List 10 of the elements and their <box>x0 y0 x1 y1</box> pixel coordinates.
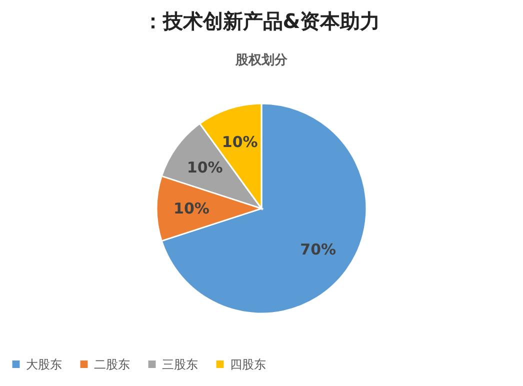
data-label: 70% <box>300 240 336 259</box>
data-label: 10% <box>186 158 223 176</box>
legend-label: 大股东 <box>26 357 62 372</box>
legend-label: 二股东 <box>94 357 130 372</box>
legend-label: 三股东 <box>162 357 198 372</box>
data-label: 10% <box>174 200 210 218</box>
chart-title: ：技术创新产品&资本助力 <box>142 9 380 33</box>
legend-label: 四股东 <box>230 357 266 372</box>
data-label: 10% <box>222 132 258 151</box>
chart-subtitle: 股权划分 <box>234 53 288 68</box>
